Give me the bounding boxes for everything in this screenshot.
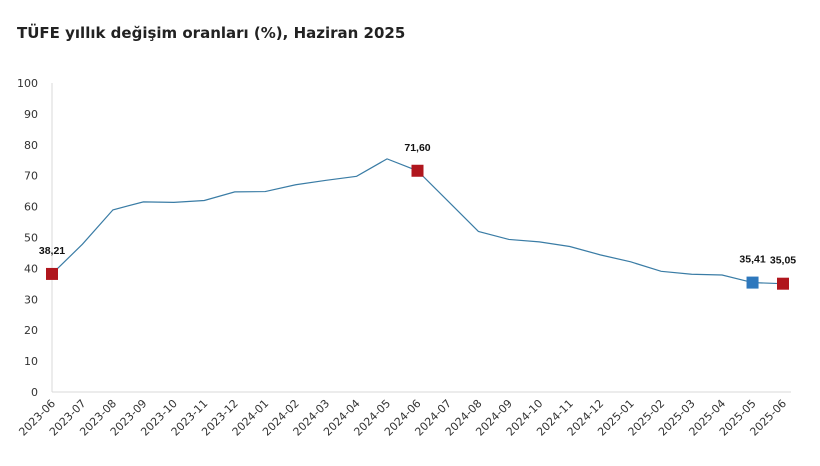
- chart-title: TÜFE yıllık değişim oranları (%), Hazira…: [17, 24, 406, 42]
- y-tick-label: 30: [24, 293, 38, 306]
- y-tick-label: 0: [31, 386, 38, 399]
- data-label: 35,05: [770, 255, 796, 267]
- y-tick-label: 40: [24, 262, 38, 275]
- series-line: [51, 158, 784, 285]
- data-point-marker: [777, 277, 789, 290]
- y-tick-label: 90: [24, 108, 38, 121]
- y-tick-label: 20: [24, 324, 38, 337]
- data-label: 35,41: [739, 254, 765, 266]
- y-tick-label: 70: [24, 170, 38, 183]
- y-tick-label: 80: [24, 139, 38, 152]
- y-tick-label: 100: [17, 77, 38, 90]
- data-label: 71,60: [404, 142, 430, 154]
- data-label: 38,21: [39, 245, 65, 257]
- y-tick-label: 10: [24, 355, 38, 368]
- data-point-marker: [46, 267, 58, 280]
- y-tick-label: 50: [24, 232, 38, 245]
- data-point-marker: [746, 276, 759, 289]
- data-point-marker: [411, 164, 424, 177]
- y-tick-label: 60: [24, 201, 38, 214]
